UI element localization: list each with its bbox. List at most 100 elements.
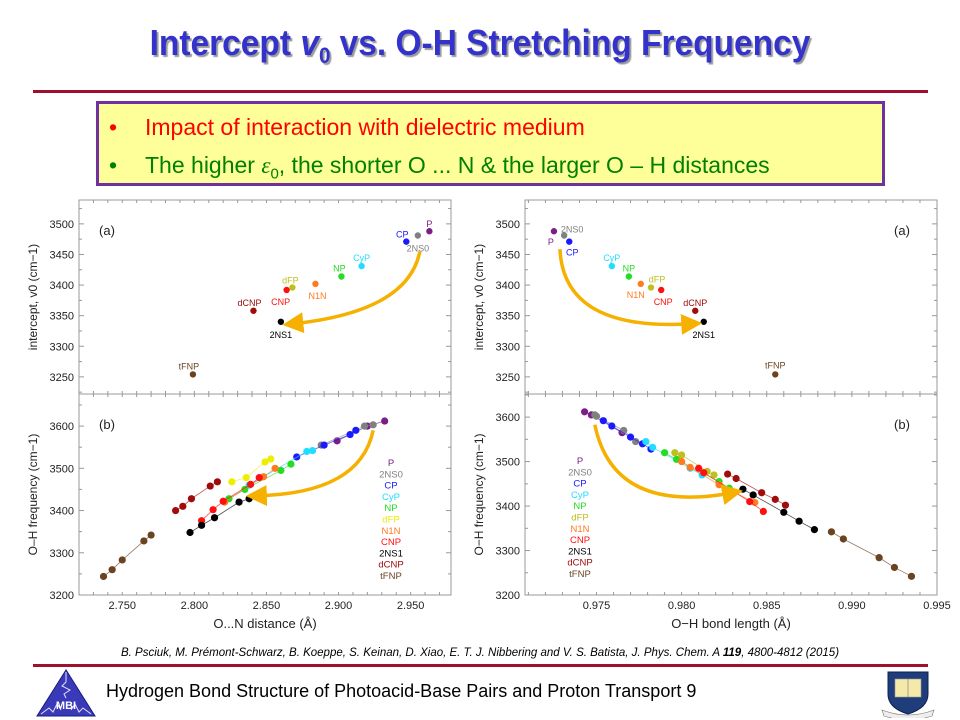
legend-entry-2ns1: 2NS1: [568, 546, 592, 557]
data-point-tfnp: [108, 566, 116, 574]
point-label-np: NP: [623, 263, 636, 273]
data-point-cp: [626, 433, 635, 441]
y-tick-label: 3350: [496, 311, 520, 323]
epsilon-symbol: ε: [261, 153, 271, 178]
data-point-2ns1: [795, 517, 803, 525]
data-point-p: [550, 228, 558, 235]
x-axis-label: O−H bond length (Å): [671, 616, 791, 631]
point-label-tfnp: tFNP: [179, 361, 200, 371]
y-axis-label: intercept, v0 (cm−1): [26, 244, 40, 350]
data-point-dcnp: [758, 489, 766, 497]
point-label-2ns0: 2NS0: [561, 224, 584, 234]
y-tick-label: 3350: [50, 311, 74, 323]
bullet-box: • Impact of interaction with dielectric m…: [96, 101, 885, 186]
plot-frame: [524, 393, 938, 596]
point-label-cyp: CyP: [603, 253, 620, 263]
data-point-cyp: [303, 447, 311, 456]
y-tick-label: 3500: [50, 463, 74, 475]
y-tick-label: 3300: [496, 341, 520, 353]
data-point-cnp: [209, 506, 217, 514]
data-point-2ns1: [810, 526, 819, 534]
legend-entry-tfnp: tFNP: [569, 569, 591, 580]
data-point-2ns1: [245, 495, 253, 503]
point-label-p: P: [426, 219, 432, 229]
data-point-2ns0: [369, 421, 377, 429]
trend-arrow: [282, 251, 422, 334]
data-point-cp: [608, 422, 616, 430]
y-tick-label: 3250: [496, 372, 520, 384]
data-point-2ns1: [700, 318, 707, 325]
point-label-np: NP: [333, 263, 346, 273]
x-tick-label: 0.975: [583, 600, 611, 612]
data-point-dfp: [710, 471, 718, 479]
bullet-marker: •: [109, 114, 118, 140]
legend-entry-cp: CP: [384, 481, 397, 492]
citation-volume: 119: [722, 647, 742, 659]
point-label-dfp: dFP: [649, 275, 666, 285]
data-point-n1n: [678, 457, 686, 466]
data-point-np: [661, 449, 669, 457]
plot-panel-left-b: 3200 3300 3400 3500 3600 2.750 2.800 2.850 2.900…: [26, 393, 452, 631]
data-point-cp: [566, 238, 573, 245]
y-tick-label: 3500: [496, 219, 520, 231]
legend-entry-cyp: CyP: [571, 490, 589, 501]
data-point-np: [625, 273, 633, 280]
data-point-tfnp: [827, 528, 836, 536]
x-axis-label: O...N distance (Å): [213, 616, 316, 631]
y-tick-label: 3200: [496, 590, 520, 602]
data-point-cnp: [759, 507, 767, 515]
data-point-dfp: [671, 449, 679, 457]
data-point-dcnp: [771, 495, 779, 503]
data-point-np: [338, 273, 345, 280]
point-label-dcnp: dCNP: [683, 298, 707, 308]
data-point-cyp: [308, 446, 317, 455]
data-point-tfnp: [907, 572, 916, 580]
bullet-1: • Impact of interaction with dielectric m…: [109, 114, 585, 141]
data-point-cyp: [649, 443, 657, 451]
data-point-p: [580, 408, 589, 416]
y-tick-label: 3600: [50, 421, 74, 433]
data-point-cnp: [695, 464, 703, 472]
y-tick-label: 3300: [50, 341, 74, 353]
x-tick-label: 0.985: [753, 600, 781, 612]
data-point-cnp: [657, 286, 665, 294]
data-point-n1n: [637, 280, 644, 288]
y-tick-label: 3300: [50, 548, 74, 560]
citation-pages: , 4800-4812 (2015): [741, 647, 840, 659]
mbi-logo-text: MBI: [56, 700, 76, 712]
data-point-dcnp: [206, 482, 214, 490]
bullet-text: Impact of interaction with dielectric me…: [145, 114, 585, 140]
trend-arrow: [245, 429, 375, 507]
footer-text: Hydrogen Bond Structure of Photoacid-Bas…: [106, 681, 697, 701]
point-label-n1n: N1N: [308, 291, 326, 301]
y-tick-label: 3450: [496, 249, 520, 261]
data-point-2ns0: [632, 437, 640, 446]
data-point-dcnp: [179, 502, 187, 510]
data-point-np: [287, 460, 295, 468]
data-point-tfnp: [890, 563, 899, 572]
data-point-tfnp: [875, 554, 883, 562]
series-line-cyp: [645, 441, 703, 476]
legend-entry-cnp: CNP: [570, 535, 590, 546]
legend-entry-dcnp: dCNP: [567, 558, 592, 569]
point-label-n1n: N1N: [627, 290, 645, 300]
title-variable: v: [300, 22, 319, 63]
data-point-cnp: [255, 474, 263, 482]
bullet-text: The higher: [145, 152, 262, 178]
data-point-cnp: [219, 497, 227, 505]
slide-title: Intercept v0 vs. O-H Stretching Frequenc…: [34, 22, 927, 69]
data-point-tfnp: [147, 531, 155, 539]
title-text: Intercept: [149, 22, 301, 63]
data-point-dcnp: [213, 478, 222, 486]
legend-entry-np: NP: [384, 503, 397, 514]
point-label-2ns0: 2NS0: [407, 243, 430, 253]
point-label-2ns1: 2NS1: [270, 330, 293, 340]
bullet-marker: •: [109, 152, 118, 178]
point-label-cyp: CyP: [353, 253, 370, 263]
data-point-cyp: [358, 262, 365, 270]
data-point-2ns1: [197, 521, 206, 529]
panel-label: (a): [894, 223, 910, 238]
data-point-2ns1: [235, 498, 243, 506]
data-point-tfnp: [189, 371, 197, 378]
data-point-2ns0: [592, 412, 601, 420]
